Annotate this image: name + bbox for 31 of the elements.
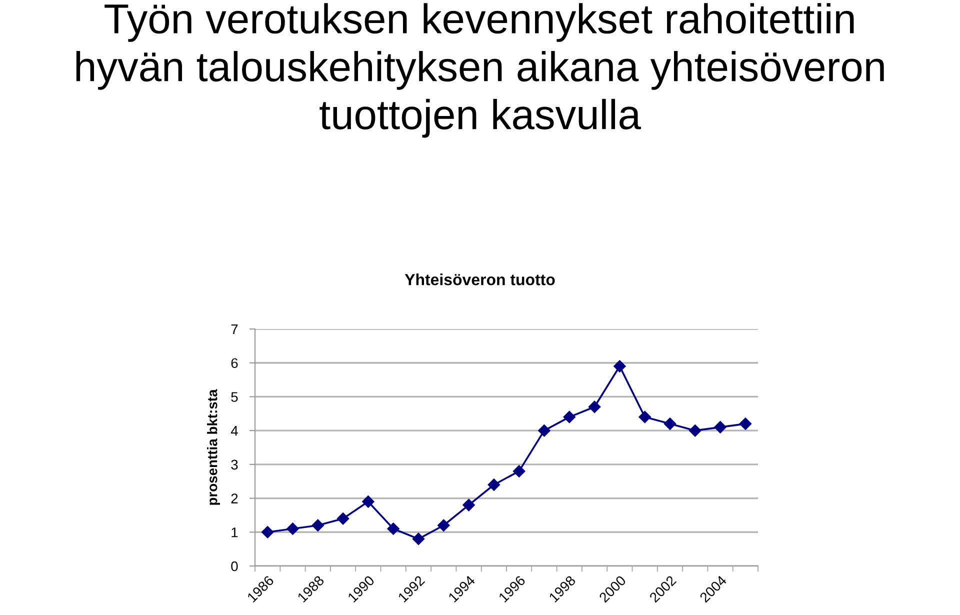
point <box>462 498 475 512</box>
point <box>689 424 702 437</box>
point <box>261 526 274 538</box>
y-tick-label: 2 <box>231 494 238 504</box>
point <box>488 478 500 491</box>
point <box>412 532 425 546</box>
y-tick-label: 6 <box>231 358 238 368</box>
y-tick-label: 1 <box>232 528 238 538</box>
point <box>614 360 626 372</box>
point <box>638 410 651 424</box>
y-tick-label: 4 <box>230 426 238 436</box>
point <box>739 418 752 430</box>
y-axis-title: prosenttia bkt:sta <box>207 389 220 505</box>
point <box>362 496 374 508</box>
point <box>563 410 576 424</box>
y-tick-label: 7 <box>231 324 238 334</box>
chart-subtitle: Yhteisöveron tuotto <box>404 274 555 286</box>
y-tick-label: 0 <box>231 561 238 572</box>
point <box>664 418 676 430</box>
point <box>312 519 324 532</box>
point <box>336 512 350 525</box>
point <box>512 465 526 478</box>
point <box>286 522 299 535</box>
point <box>438 519 450 532</box>
chart-title: Työn verotuksen kevennykset rahoitettiin hyvän talouskehityksen aikana yhteisöveron tuottojen kasvulla <box>76 3 884 138</box>
point <box>714 421 726 434</box>
y-tick-label: 3 <box>231 460 238 470</box>
point <box>588 400 601 413</box>
point <box>387 522 400 535</box>
y-tick-label: 5 <box>231 392 238 402</box>
point <box>538 424 550 437</box>
